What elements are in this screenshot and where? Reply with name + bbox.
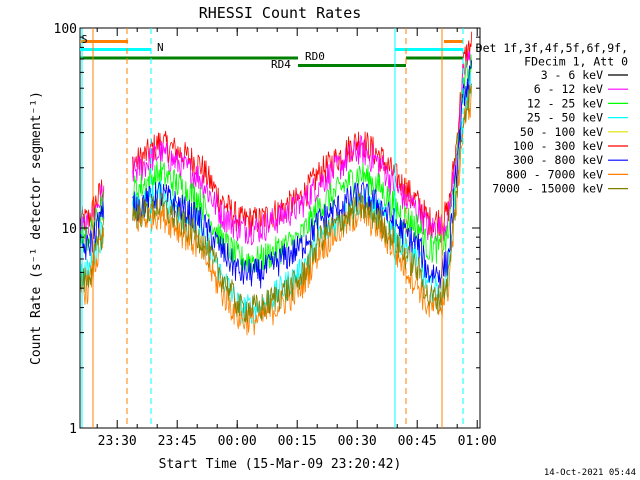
x-axis: 23:30 23:45 00:00 00:15 00:30 00:45 01:00 [96,28,497,449]
legend-label: 300 - 800 keV [513,153,603,167]
x-tick-label: 00:00 [218,434,257,449]
x-tick-label: 00:15 [278,434,317,449]
footer-date: 14-Oct-2021 05:44 [544,468,636,478]
legend-label: 50 - 100 keV [520,125,603,139]
legend-title-line: Det 1f,3f,4f,5f,6f,9f, [476,41,628,55]
state-label-s: S [81,33,88,46]
legend-label: 3 - 6 keV [541,68,603,82]
legend-label: 25 - 50 keV [527,111,603,125]
x-tick-label: 00:45 [398,434,437,449]
y-axis: 1 10 100 [54,22,480,437]
x-tick-label: 23:30 [98,434,137,449]
chart-title: RHESSI Count Rates [199,4,362,22]
x-tick-label: 00:30 [338,434,377,449]
legend-label: 100 - 300 keV [513,139,603,153]
state-bars: S N RD0 RD4 [80,33,463,71]
y-tick-label: 1 [69,422,77,437]
vertical-markers [81,28,464,428]
series-6-12-kev [79,50,472,246]
y-tick-label: 10 [61,222,77,237]
x-axis-label: Start Time (15-Mar-09 23:20:42) [159,457,402,472]
x-tick-label: 23:45 [158,434,197,449]
legend-label: 12 - 25 keV [527,96,603,110]
state-label-rd0: RD0 [305,50,325,63]
legend-label: 7000 - 15000 keV [492,182,603,196]
y-tick-label: 100 [54,22,77,37]
series-7000-15000-kev [79,83,473,323]
legend-label: 6 - 12 keV [534,82,603,96]
y-axis-label: Count Rate (s⁻¹ detector segment⁻¹) [29,91,44,365]
plot-area [79,31,473,336]
state-label-n: N [157,41,164,54]
x-tick-label: 01:00 [458,434,497,449]
legend: Det 1f,3f,4f,5f,6f,9f,FDecim 1, Att 03 -… [476,41,628,196]
legend-label: 800 - 7000 keV [506,167,603,181]
state-label-rd4: RD4 [271,58,291,71]
series-300-800-kev [79,60,473,289]
legend-title-line: FDecim 1, Att 0 [524,55,628,69]
